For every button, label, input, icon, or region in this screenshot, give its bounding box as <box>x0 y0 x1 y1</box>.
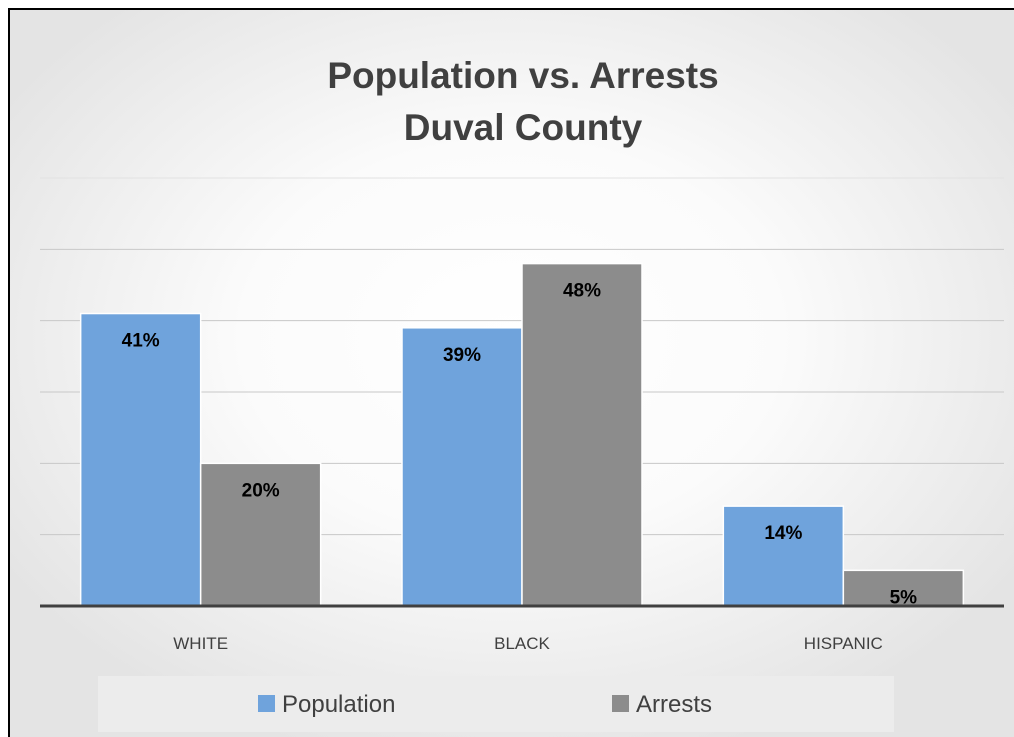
legend: Population Arrests <box>98 676 894 732</box>
category-label: WHITE <box>173 634 228 653</box>
chart-frame: Population vs. Arrests Duval County 41% 2… <box>8 8 1014 737</box>
legend-swatch-population <box>258 695 275 712</box>
data-label: 20% <box>242 480 280 501</box>
legend-background <box>98 676 894 732</box>
bar-arrests-black <box>521 262 643 607</box>
data-label: 41% <box>122 331 160 352</box>
category-label: HISPANIC <box>804 634 883 653</box>
data-labels: 41% 20% 39% 48% 14% 5% <box>122 281 918 609</box>
legend-swatch-arrests <box>612 695 629 712</box>
bar-population-hispanic <box>722 505 845 607</box>
chart-title: Population vs. Arrests <box>327 55 718 96</box>
data-label: 48% <box>563 281 601 302</box>
chart-subtitle: Duval County <box>404 107 643 148</box>
data-label: 39% <box>443 345 481 366</box>
bars <box>79 262 965 607</box>
bar-population-white <box>79 312 202 607</box>
data-label: 14% <box>764 523 802 544</box>
bar-chart: Population vs. Arrests Duval County 41% 2… <box>40 55 1004 732</box>
category-labels: WHITE BLACK HISPANIC <box>173 634 883 653</box>
legend-label-arrests: Arrests <box>636 691 712 718</box>
legend-label-population: Population <box>282 691 395 718</box>
category-label: BLACK <box>494 634 550 653</box>
bar-population-black <box>401 327 523 607</box>
bar-arrests-hispanic <box>842 569 965 607</box>
data-label: 5% <box>890 587 918 608</box>
